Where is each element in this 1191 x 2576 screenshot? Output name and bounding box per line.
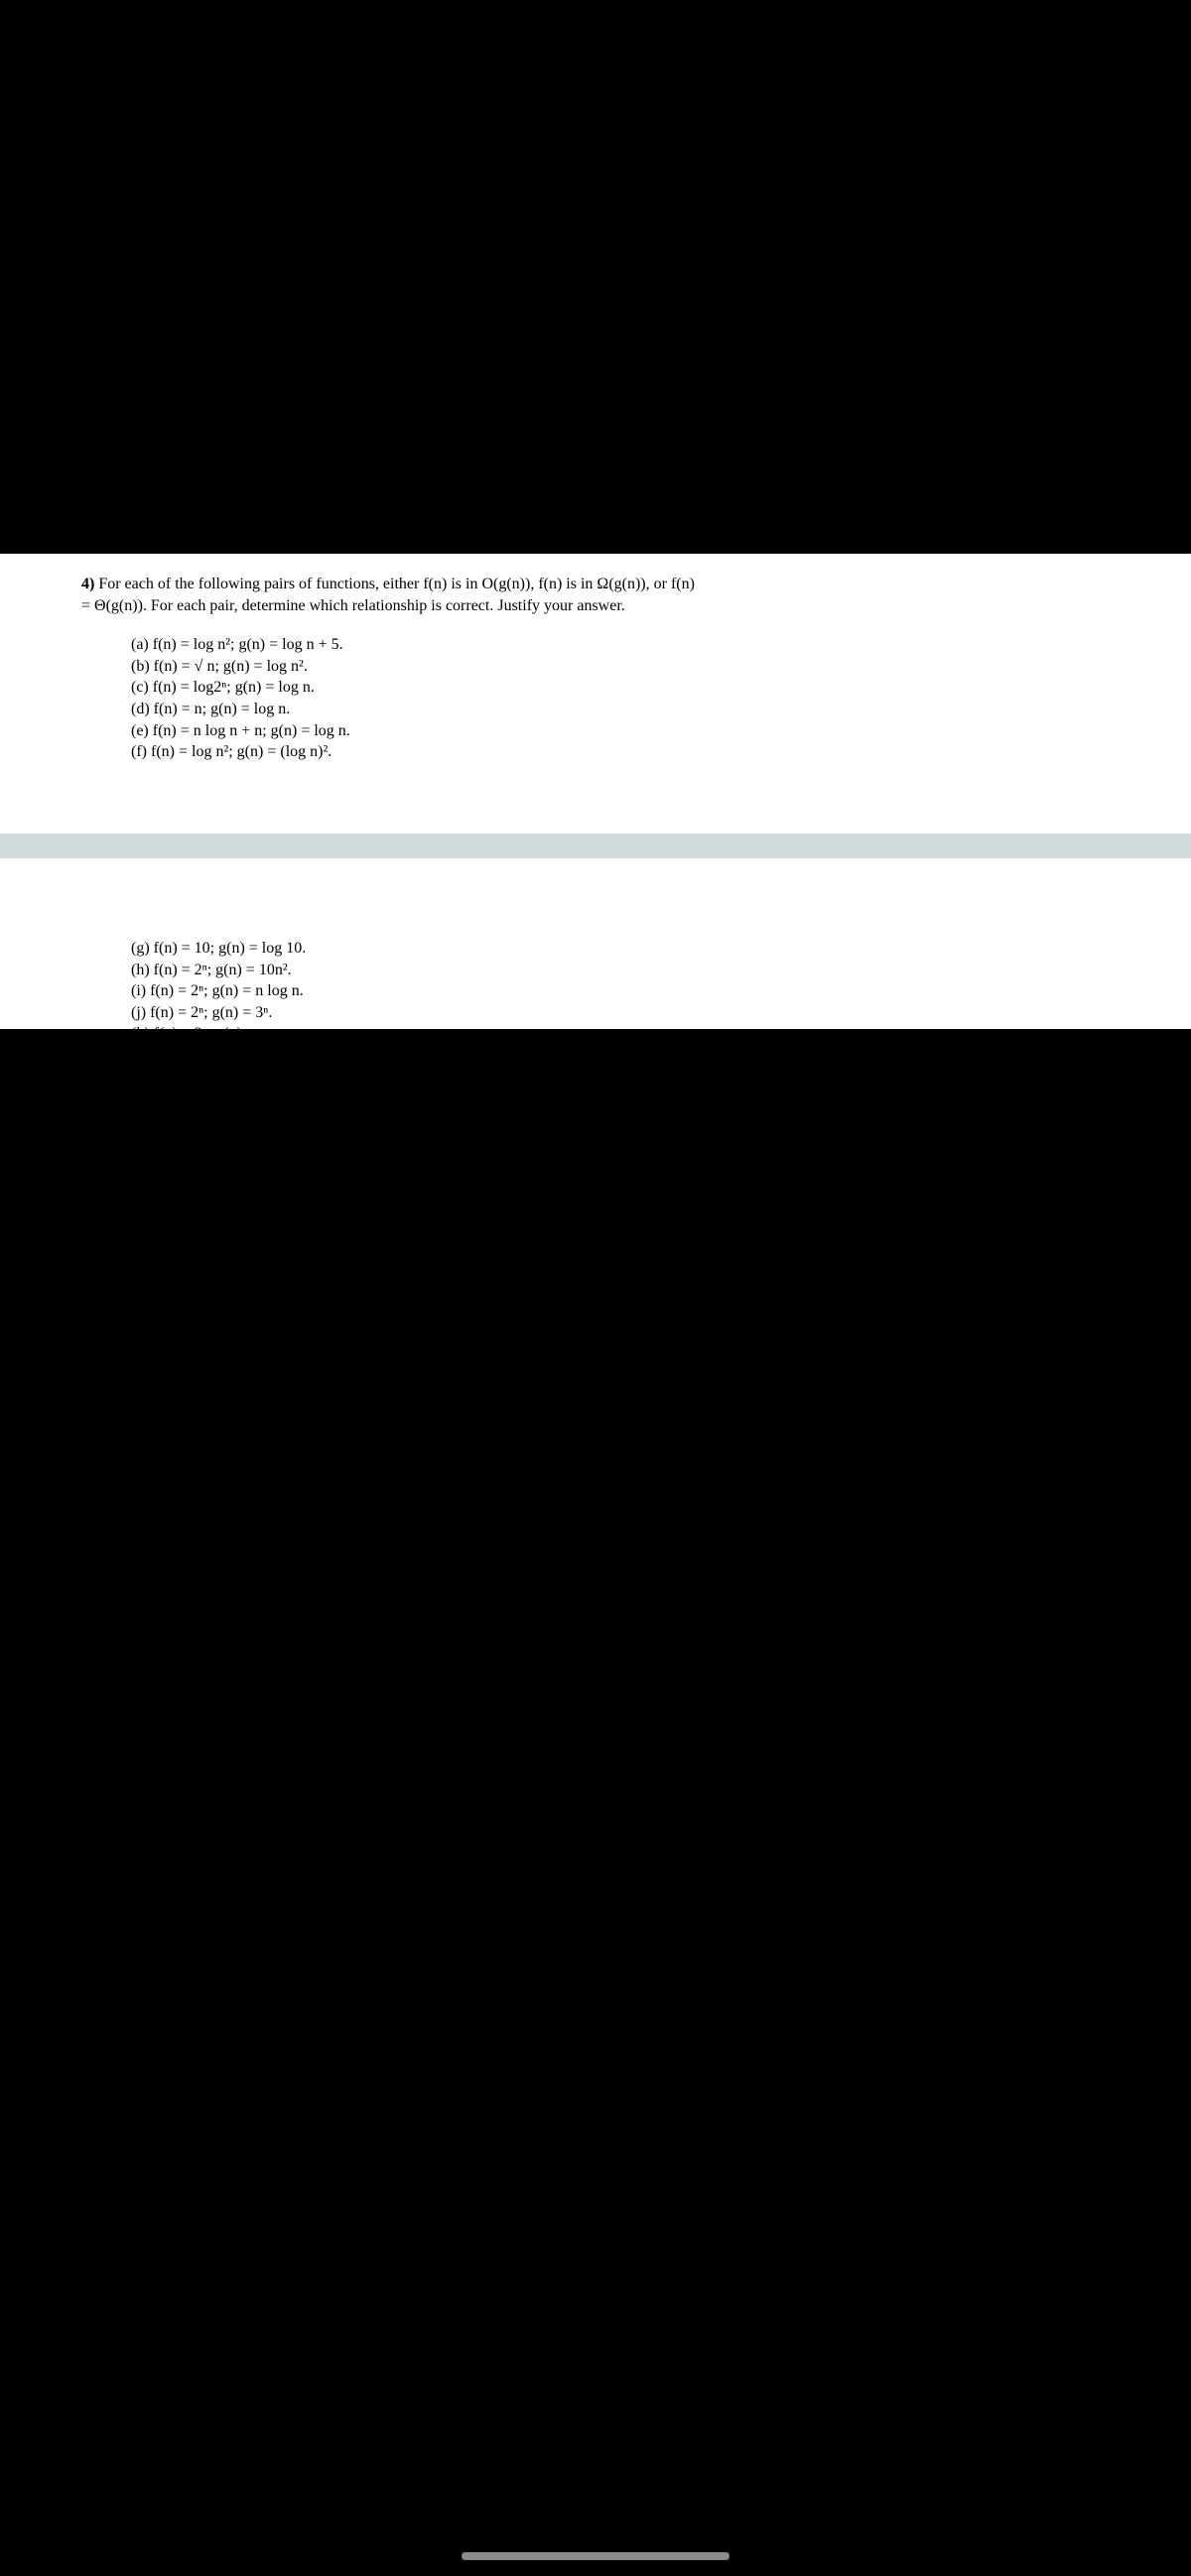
- sub-items-list-bottom: (g) f(n) = 10; g(n) = log 10. (h) f(n) =…: [131, 938, 1110, 1045]
- document-page-top: 4) For each of the following pairs of fu…: [0, 554, 1191, 834]
- item-e: (e) f(n) = n log n + n; g(n) = log n.: [131, 720, 1110, 742]
- item-f: (f) f(n) = log n²; g(n) = (log n)².: [131, 741, 1110, 763]
- sub-items-list-top: (a) f(n) = log n²; g(n) = log n + 5. (b)…: [131, 634, 1110, 763]
- question-number: 4): [81, 576, 94, 592]
- page-divider: [0, 834, 1191, 858]
- question-line1: For each of the following pairs of funct…: [94, 576, 695, 592]
- item-j: (j) f(n) = 2ⁿ; g(n) = 3ⁿ.: [131, 1002, 1110, 1024]
- document-page-bottom: (g) f(n) = 10; g(n) = log 10. (h) f(n) =…: [0, 858, 1191, 1029]
- item-h: (h) f(n) = 2ⁿ; g(n) = 10n².: [131, 960, 1110, 981]
- item-b: (b) f(n) = √ n; g(n) = log n².: [131, 656, 1110, 678]
- question-prompt: 4) For each of the following pairs of fu…: [81, 574, 1110, 595]
- home-indicator[interactable]: [462, 2552, 729, 2560]
- item-g: (g) f(n) = 10; g(n) = log 10.: [131, 938, 1110, 960]
- question-line2: = Θ(g(n)). For each pair, determine whic…: [81, 595, 1110, 617]
- item-a: (a) f(n) = log n²; g(n) = log n + 5.: [131, 634, 1110, 656]
- item-d: (d) f(n) = n; g(n) = log n.: [131, 699, 1110, 720]
- item-i: (i) f(n) = 2ⁿ; g(n) = n log n.: [131, 980, 1110, 1002]
- item-c: (c) f(n) = log2ⁿ; g(n) = log n.: [131, 677, 1110, 699]
- item-k: (k) f(n) = 2ⁿ; g(n) = nⁿ.: [131, 1023, 1110, 1045]
